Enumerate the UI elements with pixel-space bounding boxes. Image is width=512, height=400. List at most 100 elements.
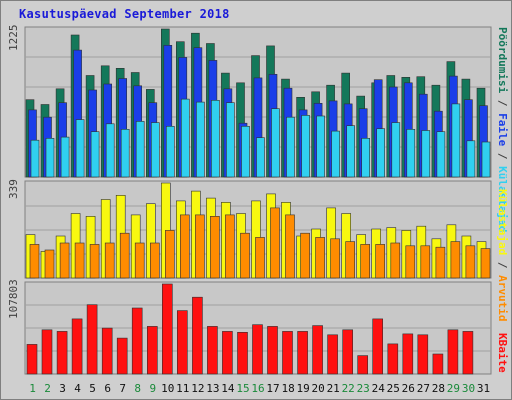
bottom-bar-kbaite xyxy=(147,326,158,375)
top-bar-k-lastajad xyxy=(391,122,401,178)
x-tick-label: 28 xyxy=(432,382,445,395)
top-bar-k-lastajad xyxy=(481,141,491,178)
x-tick-label: 17 xyxy=(266,382,279,395)
bottom-bar-kbaite xyxy=(462,331,474,375)
middle-bar-k-lastused xyxy=(330,238,340,279)
top-bar-k-lastajad xyxy=(75,119,85,178)
middle-bar-k-lastused xyxy=(465,245,476,279)
top-legend-segment: Pöördumisi xyxy=(496,27,509,94)
middle-bar-k-lastused xyxy=(240,232,250,279)
x-tick-label: 23 xyxy=(357,382,370,395)
x-tick-label: 7 xyxy=(119,382,126,395)
middle-bar-k-lastused xyxy=(480,248,491,279)
bottom-bar-kbaite xyxy=(192,296,203,375)
middle-bar-k-lastused xyxy=(180,214,190,279)
top-bar-k-lastajad xyxy=(406,129,416,178)
middle-bar-k-lastused xyxy=(390,242,401,279)
middle-bar-k-lastused xyxy=(450,241,461,279)
top-bar-k-lastajad xyxy=(211,100,220,178)
middle-bar-k-lastused xyxy=(405,245,416,279)
x-tick-label: 18 xyxy=(281,382,294,395)
bottom-bar-kbaite xyxy=(387,343,399,375)
top-bar-k-lastajad xyxy=(181,98,190,178)
bottom-bar-kbaite xyxy=(252,324,263,375)
x-tick-label: 20 xyxy=(311,382,324,395)
top-bar-k-lastajad xyxy=(331,130,340,178)
middle-legend-segment: Külastajad xyxy=(496,189,509,256)
top-bar-k-lastajad xyxy=(135,121,145,178)
bottom-bar-kbaite xyxy=(131,307,143,375)
middle-bar-k-lastused xyxy=(165,230,175,279)
middle-bar-k-lastused xyxy=(29,244,40,279)
bottom-bar-kbaite xyxy=(71,318,83,375)
bottom-bar-kbaite xyxy=(432,353,444,375)
top-bar-k-lastajad xyxy=(316,115,325,178)
x-tick-label: 22 xyxy=(342,382,355,395)
bottom-bar-kbaite xyxy=(26,344,38,375)
top-bar-k-lastajad xyxy=(120,129,130,178)
middle-bar-k-lastused xyxy=(300,232,310,279)
bottom-bar-kbaite xyxy=(297,331,308,375)
x-tick-label: 1 xyxy=(29,382,36,395)
bottom-bar-kbaite xyxy=(327,334,338,375)
top-bar-k-lastajad xyxy=(90,131,100,178)
middle-bar-k-lastused xyxy=(375,244,386,279)
middle-bar-k-lastused xyxy=(59,242,70,279)
x-tick-label: 12 xyxy=(191,382,204,395)
top-legend-segment: / xyxy=(496,93,509,114)
middle-panel-legend-label: Külastajad / Arvutid xyxy=(496,189,509,321)
middle-bar-k-lastused xyxy=(435,246,446,279)
top-bar-k-lastajad xyxy=(105,123,115,178)
top-bar-k-lastajad xyxy=(271,108,280,178)
x-tick-label: 4 xyxy=(74,382,81,395)
top-bar-k-lastajad xyxy=(151,122,160,178)
bottom-bar-kbaite xyxy=(357,355,369,375)
x-tick-label: 21 xyxy=(327,382,340,395)
x-tick-label: 6 xyxy=(104,382,111,395)
bottom-bar-kbaite xyxy=(41,329,53,375)
top-bar-k-lastajad xyxy=(301,115,310,178)
middle-panel-max-label: 339 xyxy=(7,179,20,199)
bottom-bar-kbaite xyxy=(402,333,414,375)
x-tick-label: 30 xyxy=(462,382,475,395)
x-tick-label: 25 xyxy=(387,382,400,395)
bottom-bar-kbaite xyxy=(116,337,128,375)
middle-bar-k-lastused xyxy=(119,232,130,279)
middle-legend-segment: / xyxy=(496,255,509,276)
x-tick-label: 19 xyxy=(296,382,309,395)
top-bar-k-lastajad xyxy=(376,128,386,178)
bottom-bar-kbaite xyxy=(222,331,233,375)
bottom-bar-kbaite xyxy=(237,331,248,375)
middle-bar-k-lastused xyxy=(89,244,100,279)
x-tick-label: 2 xyxy=(44,382,51,395)
bottom-bar-kbaite xyxy=(282,331,293,375)
middle-bar-k-lastused xyxy=(74,242,85,279)
top-legend-segment: / xyxy=(496,146,509,167)
bottom-bar-kbaite xyxy=(56,331,68,375)
middle-bar-k-lastused xyxy=(345,241,356,279)
top-panel-max-label: 1225 xyxy=(7,24,20,52)
bottom-bar-kbaite xyxy=(177,310,188,375)
middle-bar-k-lastused xyxy=(420,245,431,279)
x-tick-label: 9 xyxy=(149,382,156,395)
top-bar-k-lastajad xyxy=(226,102,235,178)
top-bar-k-lastajad xyxy=(30,139,40,178)
x-tick-label: 14 xyxy=(221,382,235,395)
bottom-panel-max-label: 107803 xyxy=(7,279,20,319)
x-tick-label: 24 xyxy=(372,382,386,395)
bottom-bar-kbaite xyxy=(372,318,384,375)
top-bar-k-lastajad xyxy=(421,130,431,178)
middle-bar-k-lastused xyxy=(225,214,235,279)
middle-bar-k-lastused xyxy=(134,242,145,279)
top-bar-k-lastajad xyxy=(166,126,175,178)
bottom-legend-segment: KBaite xyxy=(496,333,509,373)
top-bar-k-lastajad xyxy=(436,131,446,178)
top-bar-k-lastajad xyxy=(60,136,70,178)
top-bar-k-lastajad xyxy=(466,140,476,178)
x-tick-label: 11 xyxy=(176,382,189,395)
top-bar-k-lastajad xyxy=(451,103,461,178)
top-bar-k-lastajad xyxy=(241,126,250,178)
x-tick-label: 29 xyxy=(447,382,460,395)
top-bar-k-lastajad xyxy=(256,137,265,178)
bottom-bar-kbaite xyxy=(207,326,218,375)
